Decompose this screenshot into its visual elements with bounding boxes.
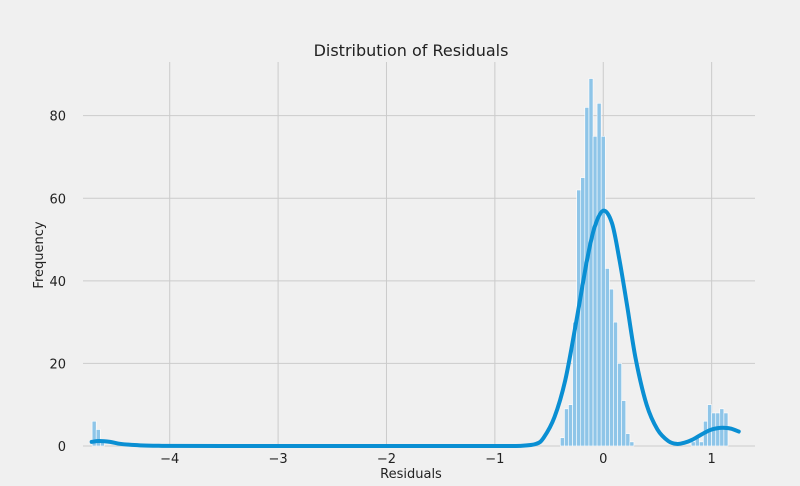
y-tick-label: 40 [49, 275, 66, 290]
x-tick-label: 0 [599, 452, 607, 467]
histogram-bar [564, 408, 569, 447]
x-tick-label: −1 [485, 452, 504, 467]
y-tick-label: 80 [49, 110, 66, 125]
histogram-bar [596, 102, 602, 447]
histogram-bar [609, 288, 614, 447]
y-tick-label: 60 [49, 192, 66, 207]
histogram-bar [613, 321, 618, 447]
x-axis-label: Residuals [380, 467, 442, 482]
kde-line [89, 208, 741, 449]
histogram-bar [605, 268, 610, 447]
x-tick-label: −2 [377, 452, 396, 467]
y-tick-label: 20 [49, 357, 66, 372]
x-tick-label: −4 [160, 452, 179, 467]
histogram-bar [707, 404, 712, 447]
x-tick-label: −3 [269, 452, 288, 467]
histogram-bar [621, 400, 627, 447]
histogram-bar [699, 441, 704, 447]
histogram-bar [625, 433, 631, 447]
y-axis-label: Frequency [32, 221, 47, 288]
chart-title: Distribution of Residuals [314, 41, 509, 60]
x-tick-label: 1 [708, 452, 716, 467]
histogram-bar [560, 437, 565, 447]
y-tick-label: 0 [58, 440, 66, 455]
histogram-bar [588, 78, 594, 447]
histogram-bar [600, 136, 606, 447]
histogram-bar [629, 441, 635, 447]
histogram-bar [580, 177, 586, 447]
histogram-bar [617, 363, 622, 447]
histogram-bar [690, 441, 696, 447]
histogram-bar [568, 404, 573, 447]
histogram-bar [592, 136, 598, 447]
histogram-bar [95, 429, 101, 447]
kde-curve [89, 208, 741, 449]
